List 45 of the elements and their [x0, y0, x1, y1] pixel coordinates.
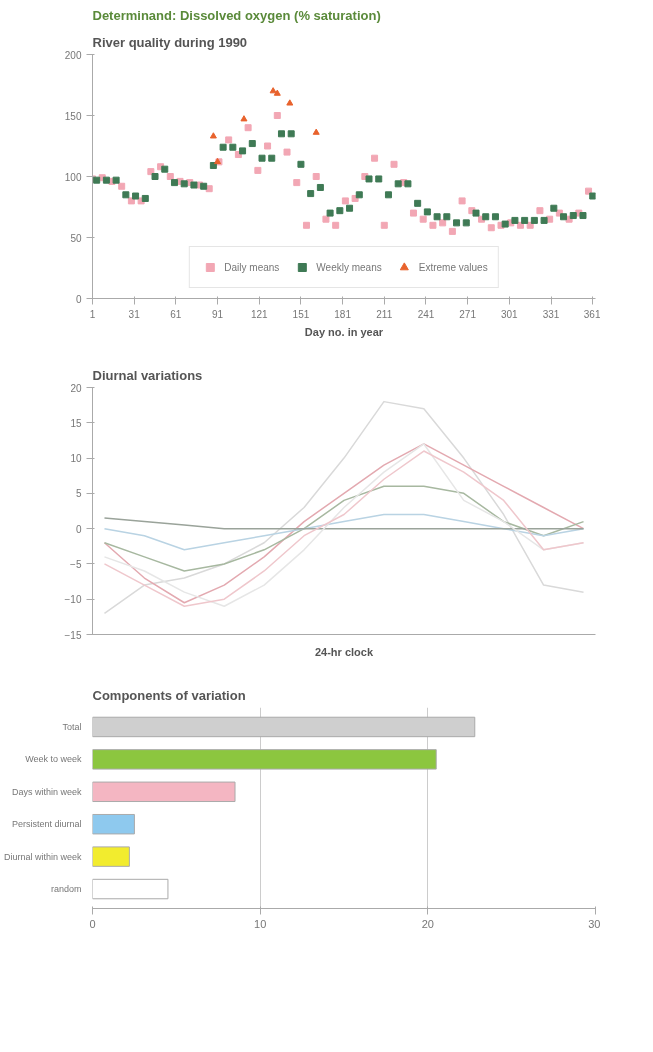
x-tick-label: 0: [89, 917, 96, 930]
y-tick-label: 5: [75, 488, 82, 500]
x-tick-label: 271: [459, 308, 477, 320]
y-tick-label: Week to week: [25, 754, 82, 765]
x-tick-label: 121: [250, 308, 269, 320]
chart-title: Diurnal variations: [92, 367, 203, 383]
chart-title: Components of variation: [92, 687, 246, 703]
x-tick-label: 31: [128, 308, 141, 320]
y-tick-label: 200: [64, 49, 82, 61]
y-tick-label: Persistent diurnal: [11, 819, 82, 830]
x-tick-label: 151: [292, 308, 310, 320]
x-tick-label: 211: [376, 308, 393, 320]
x-tick-label: 1: [89, 308, 96, 320]
y-tick-label: 100: [64, 171, 82, 183]
y-tick-label: 15: [70, 417, 82, 429]
x-tick-label: 241: [417, 308, 435, 320]
y-tick-label: 0: [75, 293, 82, 305]
text: Determinand: Dissolved oxygen (% saturation): [92, 7, 381, 23]
y-tick-label: Total: [62, 721, 82, 732]
y-tick-label: 20: [70, 382, 82, 394]
y-tick-label: Days within week: [11, 786, 82, 797]
y-tick-label: 50: [70, 232, 82, 244]
y-tick-label: random: [50, 884, 82, 895]
legend-label: Daily means: [224, 261, 280, 273]
y-tick-label: 0: [75, 523, 82, 535]
x-tick-label: 61: [170, 308, 182, 320]
legend-label: Extreme values: [418, 261, 488, 273]
y-tick-label: Diurnal within week: [3, 851, 82, 862]
y-tick-label: 150: [64, 110, 82, 122]
x-tick-label: 10: [254, 917, 267, 930]
x-tick-label: 331: [542, 308, 560, 320]
chart-title: River quality during 1990: [92, 34, 248, 50]
x-tick-label: 30: [588, 917, 601, 930]
legend-label: Weekly means: [316, 261, 382, 273]
y-tick-label: 10: [70, 453, 82, 465]
x-tick-label: 91: [211, 308, 224, 320]
x-axis-title: 24-hr clock: [314, 645, 374, 658]
y-tick-label: −10: [64, 594, 82, 606]
x-tick-label: 361: [583, 308, 601, 320]
x-tick-label: 20: [421, 917, 434, 930]
y-tick-label: −15: [64, 629, 82, 641]
x-axis-title: Day no. in year: [304, 325, 384, 338]
x-tick-label: 301: [501, 308, 519, 320]
y-tick-label: −5: [70, 558, 82, 570]
x-tick-label: 181: [334, 308, 352, 320]
